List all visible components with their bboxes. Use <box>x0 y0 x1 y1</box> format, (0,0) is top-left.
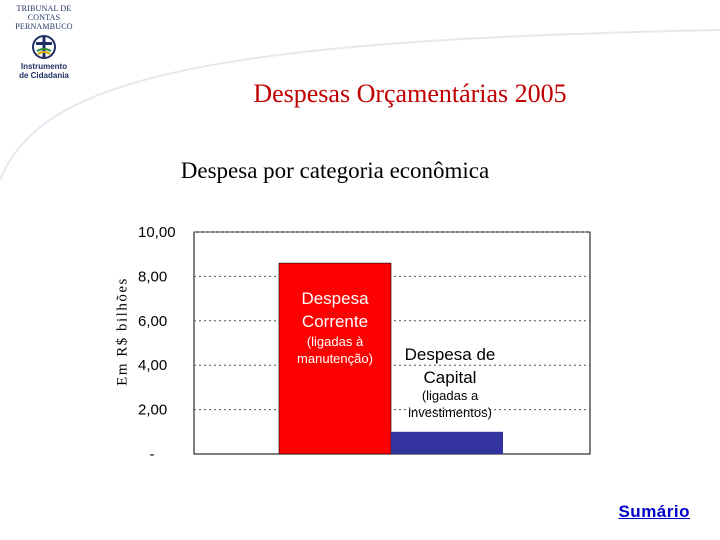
logo-court-state: PERNAMBUCO <box>15 22 73 31</box>
annotation-title: Despesa <box>301 289 369 308</box>
annotation-note: manutenção) <box>297 351 373 366</box>
y-tick-label: 4,00 <box>138 357 167 374</box>
y-tick-label: 8,00 <box>138 268 167 285</box>
summary-link[interactable]: Sumário <box>618 502 690 521</box>
plot-area <box>193 231 591 455</box>
y-tick-label: 2,00 <box>138 402 167 419</box>
y-tick-label: - <box>150 446 155 463</box>
tce-logo: TRIBUNAL DE CONTAS PERNAMBUCO Instrument… <box>4 4 84 80</box>
annotation-title: Corrente <box>302 312 368 331</box>
annotation-note: (ligadas à <box>307 334 364 349</box>
chart-subtitle: Despesa por categoria econômica <box>180 158 490 183</box>
logo-tagline-line2: de Cidadania <box>19 71 69 80</box>
y-tick-label: 6,00 <box>138 313 167 330</box>
annotation-title: Despesa de <box>405 345 496 364</box>
logo-court-name: TRIBUNAL DE CONTAS <box>16 4 72 22</box>
annotation-title: Capital <box>424 368 477 387</box>
logo-tagline-line1: Instrumento <box>20 62 68 71</box>
annotation-note: investimentos) <box>408 405 492 420</box>
annotation-note: (ligadas a <box>422 388 479 403</box>
page-title: Despesas Orçamentárias 2005 <box>253 79 567 108</box>
y-tick-label: 10,00 <box>138 224 176 241</box>
bar-despesa-capital <box>391 431 503 454</box>
bar-despesa-corrente <box>278 262 392 455</box>
emblem-icon <box>32 35 56 59</box>
